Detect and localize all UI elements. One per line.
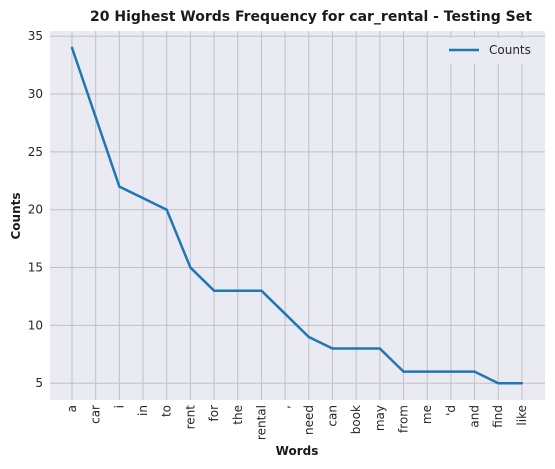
x-tick-label: in [136, 405, 150, 416]
y-tick-label: 5 [35, 376, 43, 390]
x-axis-label: Words [276, 444, 319, 458]
data-point [473, 370, 476, 373]
data-point [378, 347, 382, 350]
data-point [307, 335, 310, 339]
data-point [189, 266, 192, 269]
x-tick-label: 'd [444, 405, 458, 416]
data-point [141, 196, 145, 200]
legend: Counts [440, 38, 538, 64]
series-line-counts [70, 47, 522, 385]
data-point [449, 370, 453, 373]
y-tick-label: 10 [28, 318, 43, 332]
x-tick-label: to [160, 405, 174, 417]
x-tick-label: a [65, 405, 79, 412]
y-axis-ticks: 5 10 15 20 25 30 35 [28, 29, 43, 390]
data-point [70, 46, 74, 49]
data-point [283, 312, 287, 316]
data-point [212, 289, 216, 292]
x-tick-label: the [231, 405, 245, 425]
x-tick-label: need [302, 405, 316, 435]
y-tick-label: 15 [28, 261, 43, 275]
data-point [402, 370, 405, 373]
data-point [236, 289, 239, 292]
x-tick-label: book [349, 405, 363, 434]
chart-title: 20 Highest Words Frequency for car_renta… [90, 9, 532, 25]
x-tick-label: can [325, 405, 339, 427]
data-point [165, 208, 168, 211]
x-tick-label: , [278, 405, 292, 409]
x-tick-label: find [491, 405, 505, 428]
x-tick-label: me [420, 405, 434, 424]
y-tick-label: 20 [28, 203, 43, 217]
x-tick-label: car [89, 405, 103, 424]
x-tick-label: i [112, 405, 126, 408]
x-tick-label: may [373, 405, 387, 431]
y-tick-label: 35 [28, 29, 43, 43]
x-axis-ticks: a car i in to rent for the rental, need can book may… [65, 405, 529, 440]
y-axis-label: Counts [9, 192, 23, 239]
grid [50, 31, 545, 400]
legend-label: Counts [489, 43, 531, 57]
x-tick-label: and [468, 405, 482, 428]
x-tick-label: like [515, 405, 529, 426]
data-point [118, 185, 121, 188]
y-tick-label: 25 [28, 145, 43, 159]
data-point [331, 347, 334, 350]
series-layer [70, 46, 524, 385]
data-point [260, 289, 263, 292]
data-point [94, 115, 97, 119]
data-point [426, 370, 429, 373]
x-tick-label: for [207, 405, 221, 422]
x-tick-label: rental [254, 405, 268, 440]
x-tick-label: from [397, 405, 411, 433]
plot-area [50, 31, 545, 400]
x-tick-label: rent [183, 405, 197, 430]
data-point [497, 382, 500, 385]
data-point [520, 382, 524, 385]
data-point [354, 347, 358, 350]
y-tick-label: 30 [28, 87, 43, 101]
